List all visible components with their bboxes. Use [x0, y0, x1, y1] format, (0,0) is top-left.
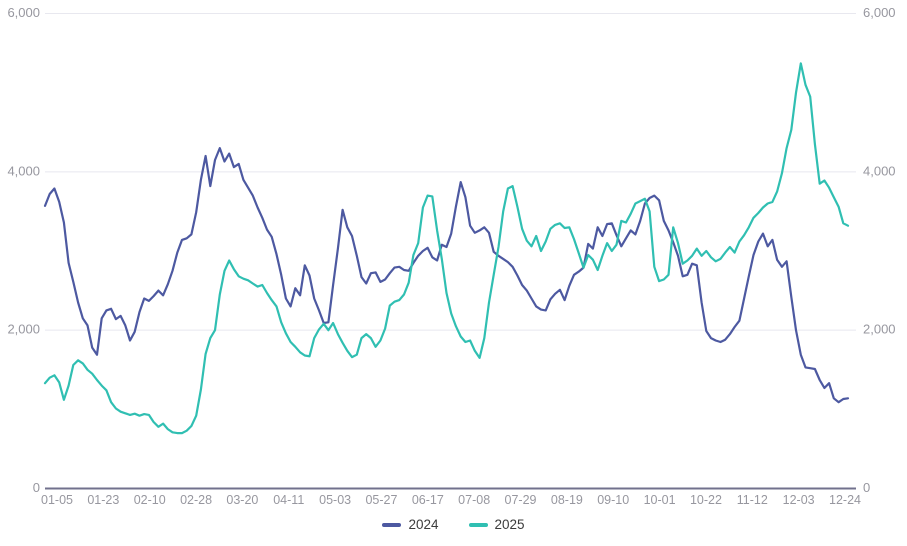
x-axis-label-04-11: 04-11: [273, 493, 304, 507]
y-axis-label-left-4000: 4,000: [7, 163, 40, 178]
x-axis-label-07-08: 07-08: [458, 493, 490, 507]
x-axis-label-12-03: 12-03: [783, 493, 815, 507]
y-axis-label-right-2000: 2,000: [863, 322, 896, 337]
x-axis-label-08-19: 08-19: [551, 493, 583, 507]
x-axis-label-11-12: 11-12: [737, 493, 768, 507]
legend-item-2025[interactable]: 2025: [468, 517, 525, 532]
legend-item-2024[interactable]: 2024: [382, 517, 439, 532]
legend-label-2024: 2024: [408, 517, 439, 532]
gridlines: [45, 13, 856, 331]
x-axis-label-07-29: 07-29: [505, 493, 537, 507]
x-axis-label-01-23: 01-23: [87, 493, 119, 507]
x-axis-label-10-01: 10-01: [644, 493, 676, 507]
x-axis-label-06-17: 06-17: [412, 493, 444, 507]
series-lines: [43, 62, 850, 435]
x-axis-label-05-27: 05-27: [365, 493, 397, 507]
x-axis-label-10-22: 10-22: [690, 493, 722, 507]
x-axis-label-05-03: 05-03: [319, 493, 351, 507]
x-axis-label-02-10: 02-10: [134, 493, 166, 507]
x-axis-label-01-05: 01-05: [41, 493, 73, 507]
series-line-2024[interactable]: [43, 147, 850, 404]
y-axis-label-left-6000: 6,000: [7, 5, 40, 20]
legend: 2024 2025: [0, 518, 907, 532]
y-axis-label-left-0: 0: [33, 480, 40, 495]
x-axis-label-09-10: 09-10: [597, 493, 629, 507]
y-axis-label-left-2000: 2,000: [7, 322, 40, 337]
y-axis-labels-left: 0 2,000 4,000 6,000: [7, 5, 40, 495]
x-axis-label-12-24: 12-24: [829, 493, 861, 507]
legend-label-2025: 2025: [494, 517, 525, 532]
x-axis-labels: 01-05 01-23 02-10 02-28 03-20 04-11 05-03 05-27…: [41, 493, 861, 507]
x-axis-label-02-28: 02-28: [180, 493, 212, 507]
y-axis-label-right-6000: 6,000: [863, 5, 896, 20]
y-axis-label-right-0: 0: [863, 480, 870, 495]
legend-marker-2024: [382, 523, 402, 527]
y-axis-label-right-4000: 4,000: [863, 163, 896, 178]
legend-marker-2025: [468, 523, 488, 527]
x-axis-label-03-20: 03-20: [226, 493, 258, 507]
y-axis-labels-right: 0 2,000 4,000 6,000: [863, 5, 896, 495]
series-line-2025[interactable]: [43, 62, 850, 435]
